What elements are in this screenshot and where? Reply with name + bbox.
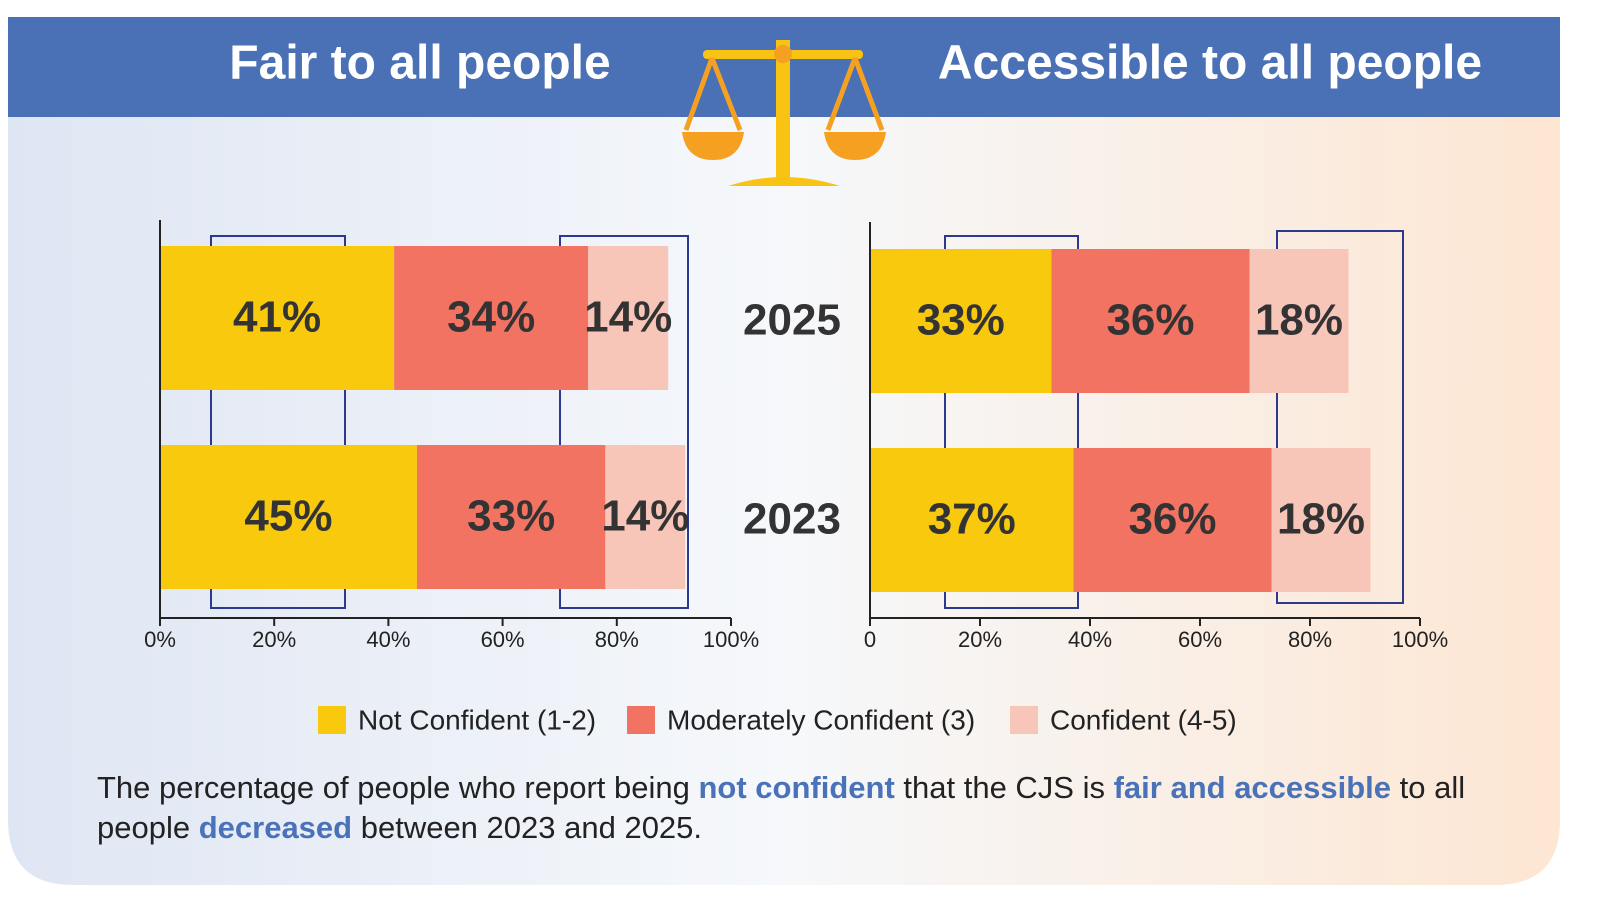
data-label: 41% — [233, 293, 321, 342]
data-label: 18% — [1277, 495, 1365, 544]
data-label: 36% — [1128, 495, 1216, 544]
data-label: 14% — [601, 492, 689, 541]
note-text: to all people — [97, 770, 1466, 845]
x-tick-label: 60% — [481, 627, 525, 652]
x-tick-label: 40% — [1068, 627, 1112, 652]
data-label: 33% — [917, 296, 1005, 345]
legend-swatch — [627, 706, 655, 734]
chart-title: Accessible to all people — [938, 37, 1482, 90]
bar-segment — [1051, 249, 1250, 393]
note-highlight: decreased — [198, 810, 353, 845]
note-highlight: not confident — [698, 770, 895, 805]
bar-segment — [588, 246, 669, 390]
bar-segment — [1271, 448, 1371, 592]
x-tick-label: 100% — [1392, 627, 1448, 652]
x-tick-label: 40% — [366, 627, 410, 652]
y-tick-label: 2023 — [743, 495, 841, 544]
x-tick-label: 60% — [1178, 627, 1222, 652]
background — [8, 17, 1560, 885]
bar-segment — [160, 445, 417, 589]
highlight-boxes — [210, 230, 1404, 609]
x-tick-label: 80% — [1288, 627, 1332, 652]
bar-segment — [160, 246, 395, 390]
data-label: 34% — [447, 293, 535, 342]
x-tick-label: 100% — [703, 627, 759, 652]
note-text: between 2023 and 2025. — [352, 810, 703, 845]
legend-label: Confident (4-5) — [1050, 704, 1237, 735]
bar-segment — [1073, 448, 1272, 592]
x-tick-label: 80% — [595, 627, 639, 652]
data-label: 45% — [244, 492, 332, 541]
data-label: 36% — [1106, 296, 1194, 345]
chart-title: Fair to all people — [229, 37, 610, 90]
data-label: 37% — [928, 495, 1016, 544]
data-label: 18% — [1255, 296, 1343, 345]
legend-swatch — [1010, 706, 1038, 734]
legend-label: Not Confident (1-2) — [358, 704, 596, 735]
bar-segment — [416, 445, 606, 589]
note-text: that the CJS is — [894, 770, 1114, 805]
bar-segment — [870, 448, 1074, 592]
bar-segment — [1249, 249, 1349, 393]
x-tick-label: 0 — [864, 627, 876, 652]
bar-segment — [605, 445, 686, 589]
note-highlight: fair and accessible — [1113, 770, 1392, 805]
bar-segment — [870, 249, 1052, 393]
legend-label: Moderately Confident (3) — [667, 704, 975, 735]
footnote: The percentage of people who report bein… — [97, 768, 1517, 848]
bar-segment — [394, 246, 589, 390]
note-text: The percentage of people who report bein… — [97, 770, 699, 805]
scale-icon — [682, 40, 886, 186]
data-label: 33% — [467, 492, 555, 541]
y-tick-label: 2025 — [743, 296, 841, 345]
x-tick-label: 20% — [958, 627, 1002, 652]
data-label: 14% — [584, 293, 672, 342]
x-tick-label: 20% — [252, 627, 296, 652]
legend-swatch — [318, 706, 346, 734]
x-tick-label: 0% — [144, 627, 176, 652]
